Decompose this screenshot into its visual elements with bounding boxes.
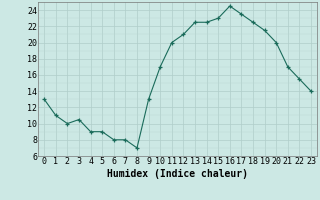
X-axis label: Humidex (Indice chaleur): Humidex (Indice chaleur) (107, 169, 248, 179)
